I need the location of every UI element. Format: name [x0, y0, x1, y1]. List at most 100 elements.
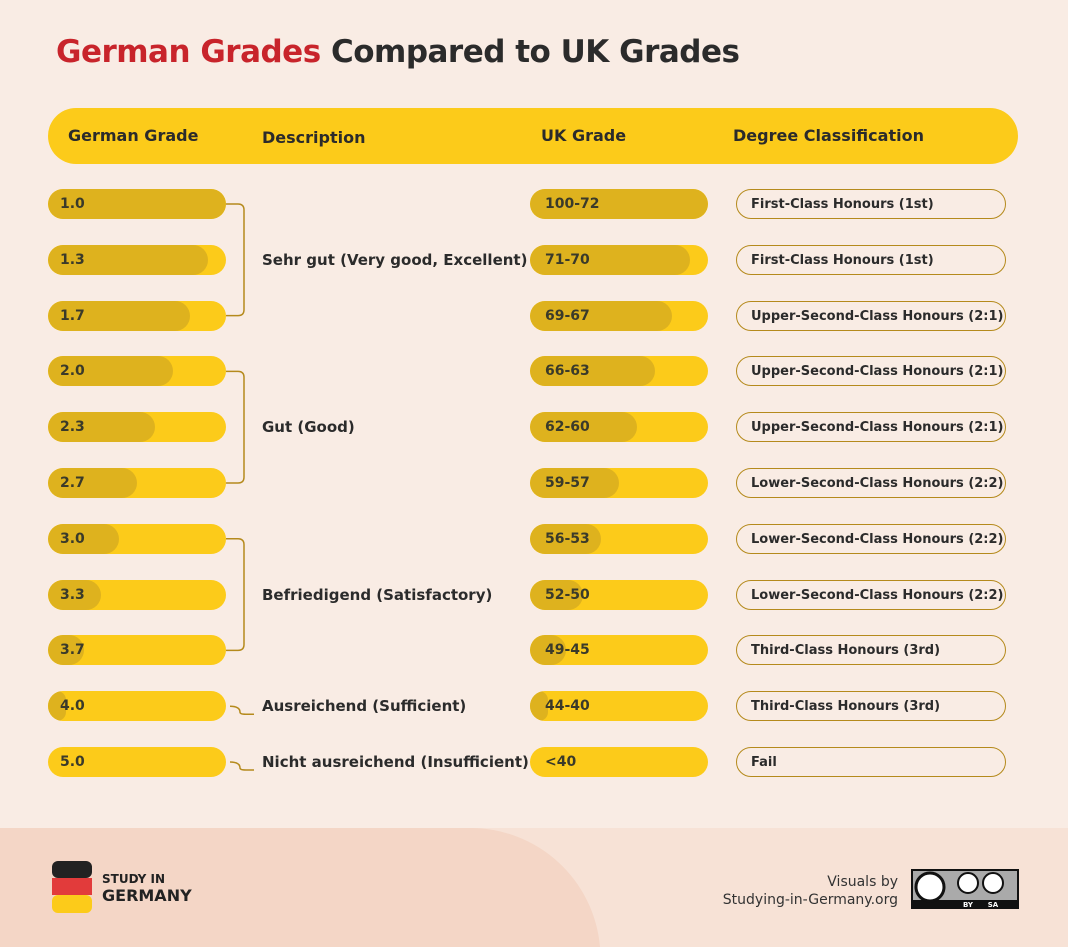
- german-grade: 2.3: [60, 419, 85, 436]
- degree-classification: Lower-Second-Class Honours (2:2): [736, 468, 1006, 498]
- bar-fill: [530, 523, 602, 554]
- german-grade-bar: 2.3: [48, 412, 226, 443]
- degree-classification: Third-Class Honours (3rd): [736, 635, 1006, 666]
- uk-grade-bar: 62-60: [530, 412, 708, 443]
- uk-grade-bar: 100-72: [530, 189, 708, 219]
- german-grade: 3.0: [60, 530, 85, 547]
- german-grade-bar: 3.0: [48, 523, 226, 554]
- uk-grade-bar: 52-50: [530, 579, 708, 610]
- bar-fill: [530, 579, 584, 610]
- degree-classification: First-Class Honours (1st): [736, 189, 1006, 219]
- logo-text: STUDY IN: [102, 872, 166, 886]
- uk-grade-bar: 56-53: [530, 523, 708, 554]
- german-grade-bar: 3.7: [48, 635, 226, 666]
- bar-fill: [48, 356, 173, 387]
- bar-fill: [530, 468, 619, 498]
- logo-text: GERMANY: [102, 886, 192, 905]
- bracket: [226, 370, 245, 484]
- title-rest: Compared to UK Grades: [330, 34, 740, 70]
- description: Nicht ausreichend (Insufficient): [262, 753, 529, 771]
- title: German Grades Compared to UK Grades: [56, 34, 740, 70]
- description: Befriedigend (Satisfactory): [262, 585, 493, 604]
- german-grade-bar: 1.3: [48, 244, 226, 275]
- uk-grade: <40: [545, 754, 577, 770]
- german-grade-bar: 2.7: [48, 468, 226, 498]
- uk-grade-bar: 49-45: [530, 635, 708, 666]
- bracket: [226, 538, 245, 652]
- degree-classification: Lower-Second-Class Honours (2:2): [736, 579, 1006, 610]
- uk-grade: 44-40: [545, 698, 590, 715]
- uk-grade: 59-57: [545, 475, 590, 491]
- bar-fill: [48, 523, 120, 554]
- bracket: [226, 203, 245, 317]
- german-grade-bar: 1.0: [48, 189, 226, 219]
- description: Ausreichend (Sufficient): [262, 697, 467, 716]
- bar-fill: [530, 356, 655, 387]
- uk-grade: 62-60: [545, 419, 590, 436]
- license-label: BY: [963, 901, 974, 909]
- uk-grade-bar: 59-57: [530, 468, 708, 498]
- cc-badge-band: [912, 900, 1018, 908]
- column-header: UK Grade: [541, 126, 627, 145]
- bar-fill: [530, 635, 566, 666]
- bar-fill: [48, 691, 66, 722]
- uk-grade: 100-72: [545, 196, 600, 212]
- uk-grade: 71-70: [545, 251, 590, 268]
- uk-grade: 56-53: [545, 530, 590, 547]
- column-header: German Grade: [68, 126, 199, 145]
- bar-fill: [530, 189, 708, 219]
- sa-icon: [982, 872, 1004, 894]
- bar-fill: [48, 579, 102, 610]
- footer-curve: [0, 828, 600, 947]
- german-grade: 1.3: [60, 251, 85, 268]
- uk-grade: 66-63: [545, 363, 590, 380]
- degree-classification: Upper-Second-Class Honours (2:1): [736, 300, 1006, 331]
- license-label: SA: [988, 901, 999, 909]
- degree-classification: Lower-Second-Class Honours (2:2): [736, 523, 1006, 554]
- by-icon: [957, 872, 979, 894]
- bar-fill: [48, 244, 209, 275]
- uk-grade: 52-50: [545, 586, 590, 603]
- german-grade: 3.3: [60, 586, 85, 603]
- bracket: [229, 761, 254, 771]
- german-grade-bar: 2.0: [48, 356, 226, 387]
- bar-fill: [48, 300, 191, 331]
- uk-grade-bar: 71-70: [530, 244, 708, 275]
- uk-grade: 49-45: [545, 642, 590, 659]
- bar-fill: [48, 635, 84, 666]
- bar-fill: [48, 189, 226, 219]
- german-grade: 1.0: [60, 196, 85, 212]
- uk-grade-bar: 44-40: [530, 691, 708, 722]
- bar-fill: [530, 300, 673, 331]
- german-grade: 2.0: [60, 363, 85, 380]
- degree-classification: Upper-Second-Class Honours (2:1): [736, 412, 1006, 443]
- degree-classification: Upper-Second-Class Honours (2:1): [736, 356, 1006, 387]
- bar-fill: [48, 412, 155, 443]
- degree-classification: First-Class Honours (1st): [736, 244, 1006, 275]
- footer: BY SA STUDY IN GERMANY Visuals by Studyi…: [0, 828, 1068, 947]
- credit: Studying-in-Germany.org: [722, 892, 898, 908]
- german-grade: 3.7: [60, 642, 85, 659]
- bar-fill: [530, 691, 548, 722]
- header-bar: [48, 108, 1018, 164]
- description: Gut (Good): [262, 418, 355, 437]
- flag-stripe: [52, 895, 92, 913]
- bar-fill: [530, 244, 691, 275]
- uk-grade: 69-67: [545, 307, 590, 324]
- german-grade-bar: 3.3: [48, 579, 226, 610]
- degree-classification: Third-Class Honours (3rd): [736, 691, 1006, 722]
- uk-grade-bar: <40: [530, 747, 708, 777]
- bar-fill: [48, 468, 137, 498]
- title-highlight: German Grades: [56, 34, 321, 70]
- degree-classification: Fail: [736, 747, 1006, 777]
- german-grade: 5.0: [60, 754, 85, 770]
- credit: Visuals by: [827, 874, 898, 890]
- german-grade: 1.7: [60, 307, 85, 324]
- flag-stripe: [52, 861, 92, 878]
- german-grade: 4.0: [60, 698, 85, 715]
- german-grade: 2.7: [60, 475, 85, 491]
- description: Sehr gut (Very good, Excellent): [262, 250, 528, 269]
- bracket: [229, 705, 254, 715]
- column-header: Degree Classification: [733, 126, 924, 145]
